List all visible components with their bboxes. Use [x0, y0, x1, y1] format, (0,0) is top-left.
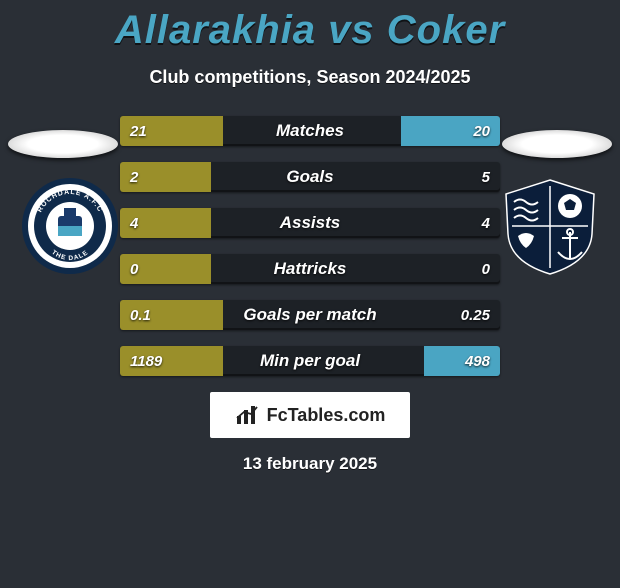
stat-value-left: 2	[130, 162, 138, 192]
club-crest-left: ROCHDALE A.F.C THE DALE	[20, 176, 120, 276]
stat-row: 00Hattricks	[120, 254, 500, 284]
brand-chart-icon	[235, 404, 261, 426]
brand-text: FcTables.com	[267, 405, 386, 426]
snapshot-date: 13 february 2025	[0, 454, 620, 474]
stat-value-right: 4	[482, 208, 490, 238]
comparison-stage: ROCHDALE A.F.C THE DALE	[0, 116, 620, 474]
stat-value-right: 5	[482, 162, 490, 192]
stat-bars: 2120Matches25Goals44Assists00Hattricks0.…	[120, 116, 500, 376]
stat-value-right: 20	[473, 116, 490, 146]
subtitle: Club competitions, Season 2024/2025	[0, 67, 620, 88]
brand-box[interactable]: FcTables.com	[210, 392, 410, 438]
stat-row: 2120Matches	[120, 116, 500, 146]
stat-row: 44Assists	[120, 208, 500, 238]
stat-value-right: 0	[482, 254, 490, 284]
stat-value-left: 4	[130, 208, 138, 238]
stat-value-left: 0.1	[130, 300, 151, 330]
stat-value-left: 1189	[130, 346, 162, 376]
stat-value-left: 21	[130, 116, 147, 146]
stat-value-left: 0	[130, 254, 138, 284]
player-left-ellipse	[8, 130, 118, 158]
stat-row: 0.10.25Goals per match	[120, 300, 500, 330]
stat-value-right: 498	[465, 346, 490, 376]
crest-left-svg: ROCHDALE A.F.C THE DALE	[20, 176, 120, 276]
comparison-title: Allarakhia vs Coker	[0, 8, 620, 53]
stat-row: 25Goals	[120, 162, 500, 192]
stat-value-right: 0.25	[461, 300, 490, 330]
crest-right-svg	[500, 176, 600, 276]
stat-row: 1189498Min per goal	[120, 346, 500, 376]
club-crest-right	[500, 176, 600, 276]
player-right-ellipse	[502, 130, 612, 158]
